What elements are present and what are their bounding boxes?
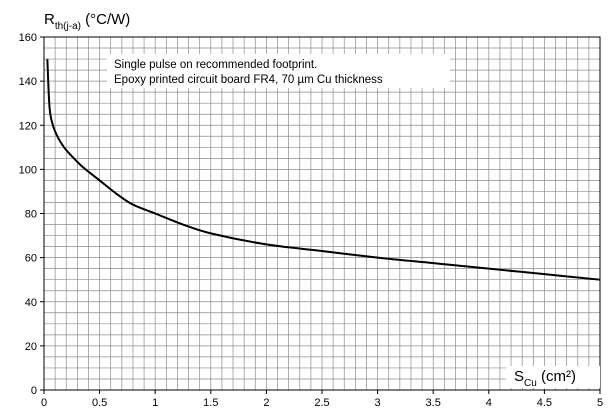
x-tick-label: 5 — [597, 397, 603, 409]
annotation-line-2: Epoxy printed circuit board FR4, 70 µm C… — [114, 74, 383, 86]
x-tick-label: 3.5 — [426, 397, 441, 409]
y-tick-label: 160 — [19, 32, 37, 44]
y-tick-label: 60 — [25, 253, 37, 265]
y-tick-label: 120 — [19, 120, 37, 132]
y-tick-labels: 0 20 40 60 80 100 120 140 160 — [19, 32, 37, 397]
y-tick-label: 40 — [25, 297, 37, 309]
series-group — [46, 59, 601, 281]
x-tick-label: 4.5 — [537, 397, 552, 409]
annotation-background — [107, 54, 450, 88]
x-tick-labels: 0 0.5 1 1.5 2 2.5 3 3.5 4 4.5 5 — [41, 397, 603, 409]
y-tick-label: 140 — [19, 76, 37, 88]
x-tick-label: 4 — [486, 397, 492, 409]
series-line — [46, 59, 601, 281]
grid — [43, 36, 601, 391]
x-axis-title-background — [506, 366, 600, 388]
x-tick-label: 2 — [263, 397, 269, 409]
y-tick-label: 100 — [19, 164, 37, 176]
y-tick-label: 20 — [25, 341, 37, 353]
x-axis-title: SCu (cm²) — [514, 368, 576, 389]
x-tick-label: 0 — [41, 397, 47, 409]
x-tick-label: 2.5 — [314, 397, 329, 409]
y-tick-label: 80 — [25, 209, 37, 221]
x-tick-label: 1 — [152, 397, 158, 409]
y-axis-title: Rth(j-a) (°C/W) — [44, 11, 130, 32]
y-tick-label: 0 — [31, 385, 37, 397]
annotation-line-1: Single pulse on recommended footprint. — [114, 59, 317, 71]
x-tick-label: 3 — [375, 397, 381, 409]
x-tick-label: 0.5 — [92, 397, 107, 409]
x-tick-label: 1.5 — [203, 397, 218, 409]
axes — [40, 36, 601, 394]
